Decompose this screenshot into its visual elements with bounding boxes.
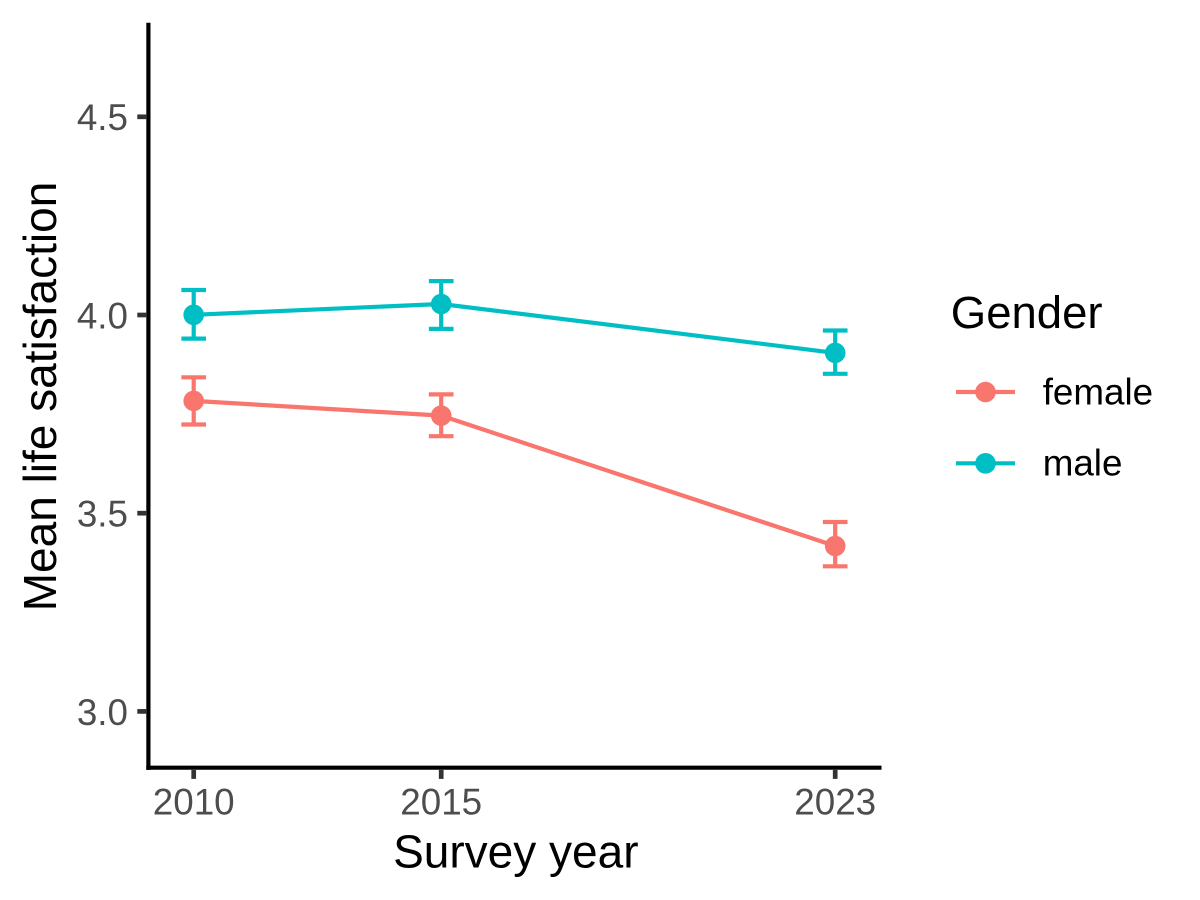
svg-text:male: male: [1043, 443, 1123, 484]
svg-text:2023: 2023: [794, 782, 876, 823]
svg-text:female: female: [1043, 372, 1153, 413]
svg-text:2010: 2010: [153, 782, 235, 823]
svg-text:Gender: Gender: [951, 287, 1103, 338]
svg-text:Survey year: Survey year: [393, 826, 638, 878]
svg-text:4.5: 4.5: [77, 97, 128, 138]
svg-text:4.0: 4.0: [77, 295, 128, 336]
svg-text:Mean life satisfaction: Mean life satisfaction: [14, 182, 66, 612]
svg-text:2015: 2015: [400, 782, 482, 823]
svg-text:3.0: 3.0: [77, 692, 128, 733]
svg-text:3.5: 3.5: [77, 494, 128, 535]
